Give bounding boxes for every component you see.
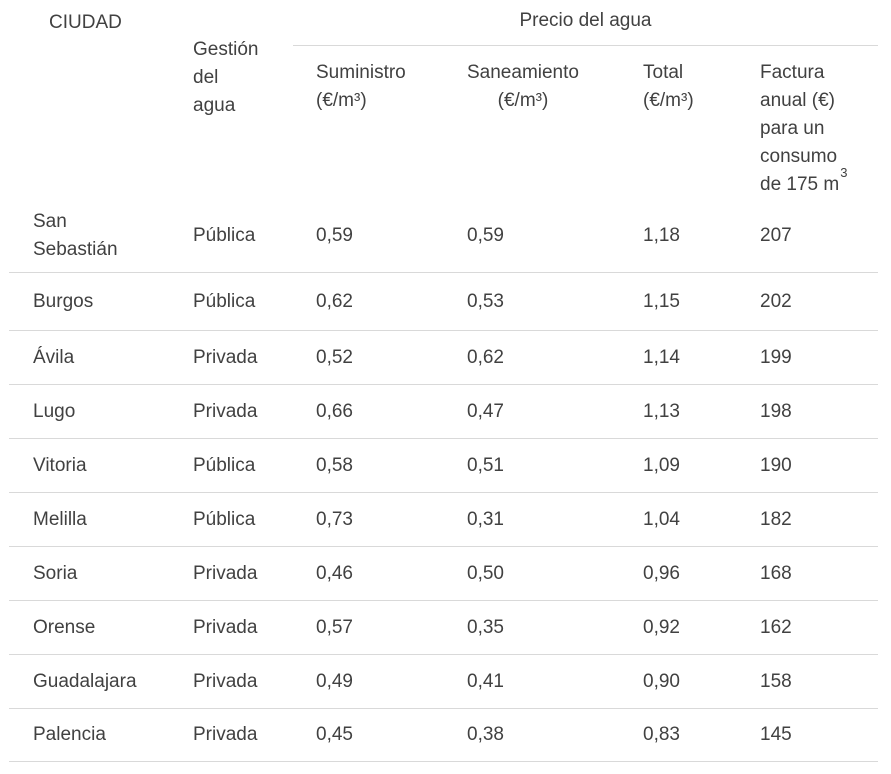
table-row: San Sebastián Pública 0,59 0,59 1,18 207 [9, 200, 878, 273]
cell-saneamiento: 0,31 [467, 508, 504, 530]
cell-factura: 202 [760, 290, 792, 312]
header-saneamiento-block: Saneamiento (€/m³) [467, 59, 579, 115]
cell-city: Lugo [33, 400, 76, 422]
table-row: Guadalajara Privada 0,49 0,41 0,90 158 [9, 655, 878, 709]
cell-saneamiento: 0,35 [467, 616, 504, 638]
cell-factura: 198 [760, 400, 792, 422]
table-row: Palencia Privada 0,45 0,38 0,83 145 [9, 709, 878, 762]
header-factura: Factura anual (€) para un consumo de 175… [751, 59, 878, 199]
cell-management: Privada [193, 616, 258, 638]
header-city: CIUDAD [49, 12, 122, 33]
header-total: Total (€/m³) [634, 59, 751, 199]
cell-management: Privada [193, 724, 258, 745]
cell-saneamiento: 0,50 [467, 562, 504, 584]
cell-saneamiento: 0,59 [467, 225, 504, 246]
header-price-group: Precio del agua Suministro (€/m³) Saneam… [293, 0, 878, 200]
cell-suministro: 0,73 [316, 508, 353, 530]
cell-saneamiento: 0,62 [467, 346, 504, 368]
cell-suministro: 0,46 [316, 562, 353, 584]
cell-city: Orense [33, 616, 96, 638]
cell-saneamiento: 0,53 [467, 290, 504, 312]
cell-management: Pública [193, 454, 256, 476]
header-saneamiento-unit: (€/m³) [497, 90, 549, 111]
cell-total: 1,15 [643, 290, 680, 312]
header-management: Gestión del agua [184, 0, 293, 200]
cell-suministro: 0,45 [316, 724, 353, 745]
cell-factura: 168 [760, 562, 792, 584]
header-factura-label: Factura anual (€) para un consumo de 175… [760, 59, 852, 199]
cell-factura: 158 [760, 670, 792, 692]
table-row: Ávila Privada 0,52 0,62 1,14 199 [9, 331, 878, 385]
cell-factura: 145 [760, 724, 792, 745]
cell-city: Soria [33, 562, 78, 584]
cell-saneamiento: 0,41 [467, 670, 504, 692]
header-saneamiento-line1: Saneamiento [467, 62, 579, 83]
cell-saneamiento: 0,47 [467, 400, 504, 422]
cell-city: Palencia [33, 724, 106, 745]
cell-total: 1,13 [643, 400, 680, 422]
header-suministro: Suministro (€/m³) [293, 59, 458, 199]
header-price-group-title: Precio del agua [293, 0, 878, 46]
cell-suministro: 0,59 [316, 225, 353, 246]
cell-factura: 199 [760, 346, 792, 368]
cell-total: 1,14 [643, 346, 680, 368]
cell-total: 0,96 [643, 562, 680, 584]
table-row: Vitoria Pública 0,58 0,51 1,09 190 [9, 439, 878, 493]
cell-factura: 190 [760, 454, 792, 476]
table-row: Burgos Pública 0,62 0,53 1,15 202 [9, 273, 878, 331]
table-row: Lugo Privada 0,66 0,47 1,13 198 [9, 385, 878, 439]
cell-management: Pública [193, 508, 256, 530]
cell-suministro: 0,49 [316, 670, 353, 692]
water-price-table: CIUDAD Gestión del agua Precio del agua … [9, 0, 878, 762]
header-suministro-unit: (€/m³) [316, 90, 367, 111]
cell-city: Melilla [33, 508, 87, 530]
cell-total: 1,09 [643, 454, 680, 476]
cell-saneamiento: 0,38 [467, 724, 504, 745]
header-factura-superscript: 3 [840, 164, 848, 180]
cell-total: 1,04 [643, 508, 680, 530]
cell-city: Burgos [33, 290, 94, 312]
cell-management: Privada [193, 400, 258, 422]
cell-management: Privada [193, 346, 258, 368]
cell-management: Pública [193, 290, 256, 312]
header-saneamiento: Saneamiento (€/m³) [458, 59, 634, 199]
header-management-label: Gestión del agua [193, 39, 259, 116]
header-subrow: Suministro (€/m³) Saneamiento (€/m³) Tot… [293, 46, 878, 199]
cell-factura: 207 [760, 225, 792, 246]
cell-suministro: 0,66 [316, 400, 353, 422]
table-header: CIUDAD Gestión del agua Precio del agua … [9, 0, 878, 200]
cell-management: Pública [193, 225, 256, 246]
cell-suministro: 0,62 [316, 290, 353, 312]
cell-city: Ávila [33, 346, 75, 368]
table-row: Melilla Pública 0,73 0,31 1,04 182 [9, 493, 878, 547]
cell-factura: 182 [760, 508, 792, 530]
cell-total: 1,18 [643, 225, 680, 246]
cell-total: 0,90 [643, 670, 680, 692]
table-row: Soria Privada 0,46 0,50 0,96 168 [9, 547, 878, 601]
cell-city: San Sebastián [33, 211, 118, 260]
header-factura-text: Factura anual (€) para un consumo de 175… [760, 62, 840, 195]
cell-suministro: 0,58 [316, 454, 353, 476]
cell-saneamiento: 0,51 [467, 454, 504, 476]
cell-suministro: 0,52 [316, 346, 353, 368]
cell-factura: 162 [760, 616, 792, 638]
cell-city: Vitoria [33, 454, 87, 476]
cell-management: Privada [193, 562, 258, 584]
cell-management: Privada [193, 670, 258, 692]
table-row: Orense Privada 0,57 0,35 0,92 162 [9, 601, 878, 655]
cell-city: Guadalajara [33, 670, 137, 692]
header-total-unit: (€/m³) [643, 90, 694, 111]
table-body: San Sebastián Pública 0,59 0,59 1,18 207… [9, 200, 878, 762]
header-total-line1: Total [643, 62, 684, 83]
cell-total: 0,92 [643, 616, 680, 638]
cell-suministro: 0,57 [316, 616, 353, 638]
cell-total: 0,83 [643, 724, 680, 745]
header-suministro-line1: Suministro [316, 62, 406, 83]
